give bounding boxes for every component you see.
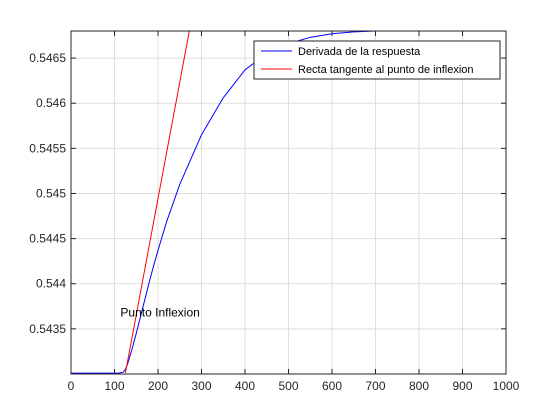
y-tick-label: 0.545 [36, 186, 66, 200]
axes [70, 30, 507, 375]
plot-series [71, 31, 506, 374]
x-tick-label: 100 [104, 379, 124, 393]
x-tick-label: 400 [235, 379, 255, 393]
y-tick-label: 0.5435 [29, 322, 66, 336]
x-tick-label: 300 [191, 379, 211, 393]
annotations: Punto Inflexion [120, 306, 199, 320]
legend-label: Recta tangente al punto de inflexion [298, 64, 474, 76]
x-tick-label: 900 [452, 379, 472, 393]
x-tick-label: 1000 [493, 379, 520, 393]
legend-label: Derivada de la respuesta [298, 46, 421, 58]
x-tick-label: 0 [68, 379, 75, 393]
x-tick-label: 500 [278, 379, 298, 393]
x-tick-label: 600 [322, 379, 342, 393]
legend-box [253, 40, 501, 80]
y-tick-label: 0.5445 [29, 232, 66, 246]
y-tick-label: 0.5455 [29, 141, 66, 155]
tick-labels: 0 100 200 300 400 500 600 700 800 900 1000 0.5435 0.… [29, 51, 519, 393]
x-tick-label: 800 [409, 379, 429, 393]
x-tick-label: 700 [365, 379, 385, 393]
grid-lines [70, 31, 507, 374]
y-tick-label: 0.546 [36, 96, 66, 110]
series-line-tangente [124, 31, 190, 374]
series-line-derivada [71, 31, 506, 374]
annotation-label: Punto Inflexion [120, 306, 199, 320]
y-tick-label: 0.5465 [29, 51, 66, 65]
legend: Derivada de la respuesta Recta tangente a… [253, 40, 501, 80]
x-tick-label: 200 [148, 379, 168, 393]
y-tick-label: 0.544 [36, 277, 66, 291]
